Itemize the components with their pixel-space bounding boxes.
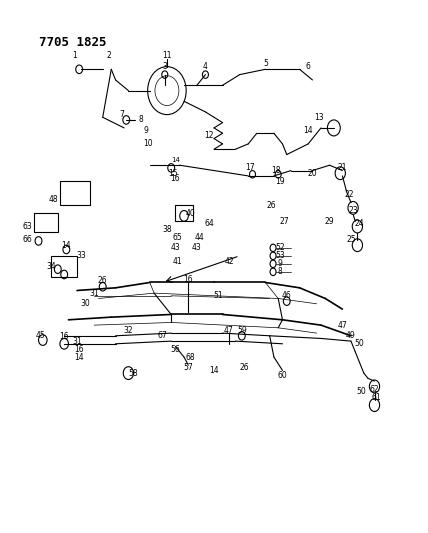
Text: 1: 1 xyxy=(72,52,77,60)
Text: 58: 58 xyxy=(128,369,137,377)
Text: 15: 15 xyxy=(169,169,178,177)
Text: 67: 67 xyxy=(158,332,167,340)
Bar xyxy=(51,256,77,277)
Text: 20: 20 xyxy=(308,169,317,177)
Text: 50: 50 xyxy=(355,340,364,348)
Text: 61: 61 xyxy=(372,393,381,401)
Text: 4: 4 xyxy=(203,62,208,71)
Text: 16: 16 xyxy=(59,333,69,341)
Text: 14: 14 xyxy=(74,353,84,361)
Text: 5: 5 xyxy=(263,60,268,68)
Text: 44: 44 xyxy=(194,233,204,241)
Text: 18: 18 xyxy=(271,166,281,175)
Text: 45: 45 xyxy=(36,332,45,340)
Text: 68: 68 xyxy=(186,353,195,361)
Text: 2: 2 xyxy=(107,52,112,60)
Text: 11: 11 xyxy=(162,52,172,60)
Text: 34: 34 xyxy=(47,262,56,271)
Text: 48: 48 xyxy=(48,196,58,204)
Text: 29: 29 xyxy=(325,217,334,225)
Text: 42: 42 xyxy=(224,257,234,265)
Text: 27: 27 xyxy=(280,217,289,225)
Text: 7: 7 xyxy=(119,110,125,119)
Text: 32: 32 xyxy=(124,326,133,335)
Text: 47: 47 xyxy=(224,326,234,335)
Text: 40: 40 xyxy=(186,209,195,217)
Text: 57: 57 xyxy=(184,364,193,372)
Text: 7705 1825: 7705 1825 xyxy=(39,36,107,49)
Text: 8: 8 xyxy=(278,268,283,276)
Text: 9: 9 xyxy=(278,260,283,268)
Text: 16: 16 xyxy=(171,174,180,183)
Text: 24: 24 xyxy=(355,220,364,228)
Text: 14: 14 xyxy=(303,126,313,135)
Text: 50: 50 xyxy=(357,387,366,396)
Text: 23: 23 xyxy=(348,206,358,215)
Text: 16: 16 xyxy=(184,276,193,284)
Text: 59: 59 xyxy=(237,326,247,335)
Bar xyxy=(34,213,58,232)
Text: 12: 12 xyxy=(205,132,214,140)
Text: 41: 41 xyxy=(173,257,182,265)
Text: 47: 47 xyxy=(338,321,347,329)
Text: 22: 22 xyxy=(344,190,354,199)
Text: 38: 38 xyxy=(162,225,172,233)
Text: 13: 13 xyxy=(314,113,324,122)
Text: 30: 30 xyxy=(81,300,90,308)
Text: 43: 43 xyxy=(192,244,202,252)
Text: 14: 14 xyxy=(209,366,219,375)
Text: 62: 62 xyxy=(370,385,379,393)
Text: 43: 43 xyxy=(171,244,180,252)
Text: 17: 17 xyxy=(246,164,255,172)
Text: 65: 65 xyxy=(173,233,182,241)
Text: 3: 3 xyxy=(162,62,167,71)
Text: 21: 21 xyxy=(338,164,347,172)
Text: 14: 14 xyxy=(171,157,180,163)
Text: 33: 33 xyxy=(77,252,86,260)
Text: 26: 26 xyxy=(98,277,107,285)
Text: 26: 26 xyxy=(267,201,276,209)
Text: 46: 46 xyxy=(282,292,291,300)
Text: 19: 19 xyxy=(276,177,285,185)
Bar xyxy=(175,205,193,221)
Text: 63: 63 xyxy=(22,222,32,231)
Text: 25: 25 xyxy=(346,236,356,244)
Bar xyxy=(60,181,90,205)
Text: 6: 6 xyxy=(306,62,311,71)
Text: 51: 51 xyxy=(214,292,223,300)
Text: 9: 9 xyxy=(143,126,148,135)
Text: 49: 49 xyxy=(346,332,356,340)
Text: 53: 53 xyxy=(276,252,285,260)
Text: 64: 64 xyxy=(205,220,214,228)
Text: 14: 14 xyxy=(62,241,71,249)
Text: 8: 8 xyxy=(139,116,144,124)
Text: 26: 26 xyxy=(239,364,249,372)
Text: 52: 52 xyxy=(276,244,285,252)
Text: 56: 56 xyxy=(171,345,180,353)
Text: 60: 60 xyxy=(278,372,287,380)
Text: 31: 31 xyxy=(72,337,82,345)
Text: 10: 10 xyxy=(143,140,152,148)
Text: 16: 16 xyxy=(74,345,84,353)
Text: 31: 31 xyxy=(89,289,99,297)
Text: 66: 66 xyxy=(22,236,32,244)
